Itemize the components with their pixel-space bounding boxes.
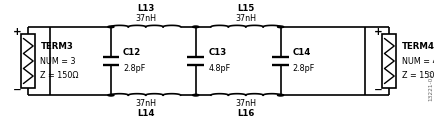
Text: 37nH: 37nH	[135, 14, 156, 23]
Text: TERM3: TERM3	[40, 42, 73, 51]
Circle shape	[192, 94, 198, 96]
Text: C14: C14	[292, 48, 310, 57]
Text: 2.8pF: 2.8pF	[292, 64, 314, 73]
Text: 4.8pF: 4.8pF	[208, 64, 230, 73]
Text: L14: L14	[137, 109, 154, 118]
Circle shape	[192, 26, 198, 28]
Circle shape	[277, 94, 283, 96]
Text: +: +	[13, 27, 21, 37]
Text: Z = 150Ω: Z = 150Ω	[40, 71, 79, 80]
Text: TERM4: TERM4	[401, 42, 434, 51]
Circle shape	[108, 94, 114, 96]
Text: −: −	[13, 85, 21, 95]
Text: Z = 150Ω: Z = 150Ω	[401, 71, 434, 80]
Text: L13: L13	[137, 4, 154, 13]
Text: 37nH: 37nH	[235, 14, 256, 23]
Text: −: −	[373, 85, 381, 95]
Text: +: +	[373, 27, 381, 37]
Text: NUM = 4: NUM = 4	[401, 56, 434, 66]
Text: 2.8pF: 2.8pF	[123, 64, 145, 73]
Text: 37nH: 37nH	[135, 99, 156, 108]
Text: C13: C13	[208, 48, 227, 57]
Text: 37nH: 37nH	[235, 99, 256, 108]
Text: L16: L16	[237, 109, 254, 118]
Text: L15: L15	[237, 4, 254, 13]
Text: NUM = 3: NUM = 3	[40, 56, 76, 66]
Circle shape	[108, 26, 114, 28]
Bar	[381, 34, 395, 88]
Circle shape	[277, 26, 283, 28]
Bar	[21, 34, 35, 88]
Text: 13221-017: 13221-017	[428, 70, 433, 101]
Text: C12: C12	[123, 48, 141, 57]
